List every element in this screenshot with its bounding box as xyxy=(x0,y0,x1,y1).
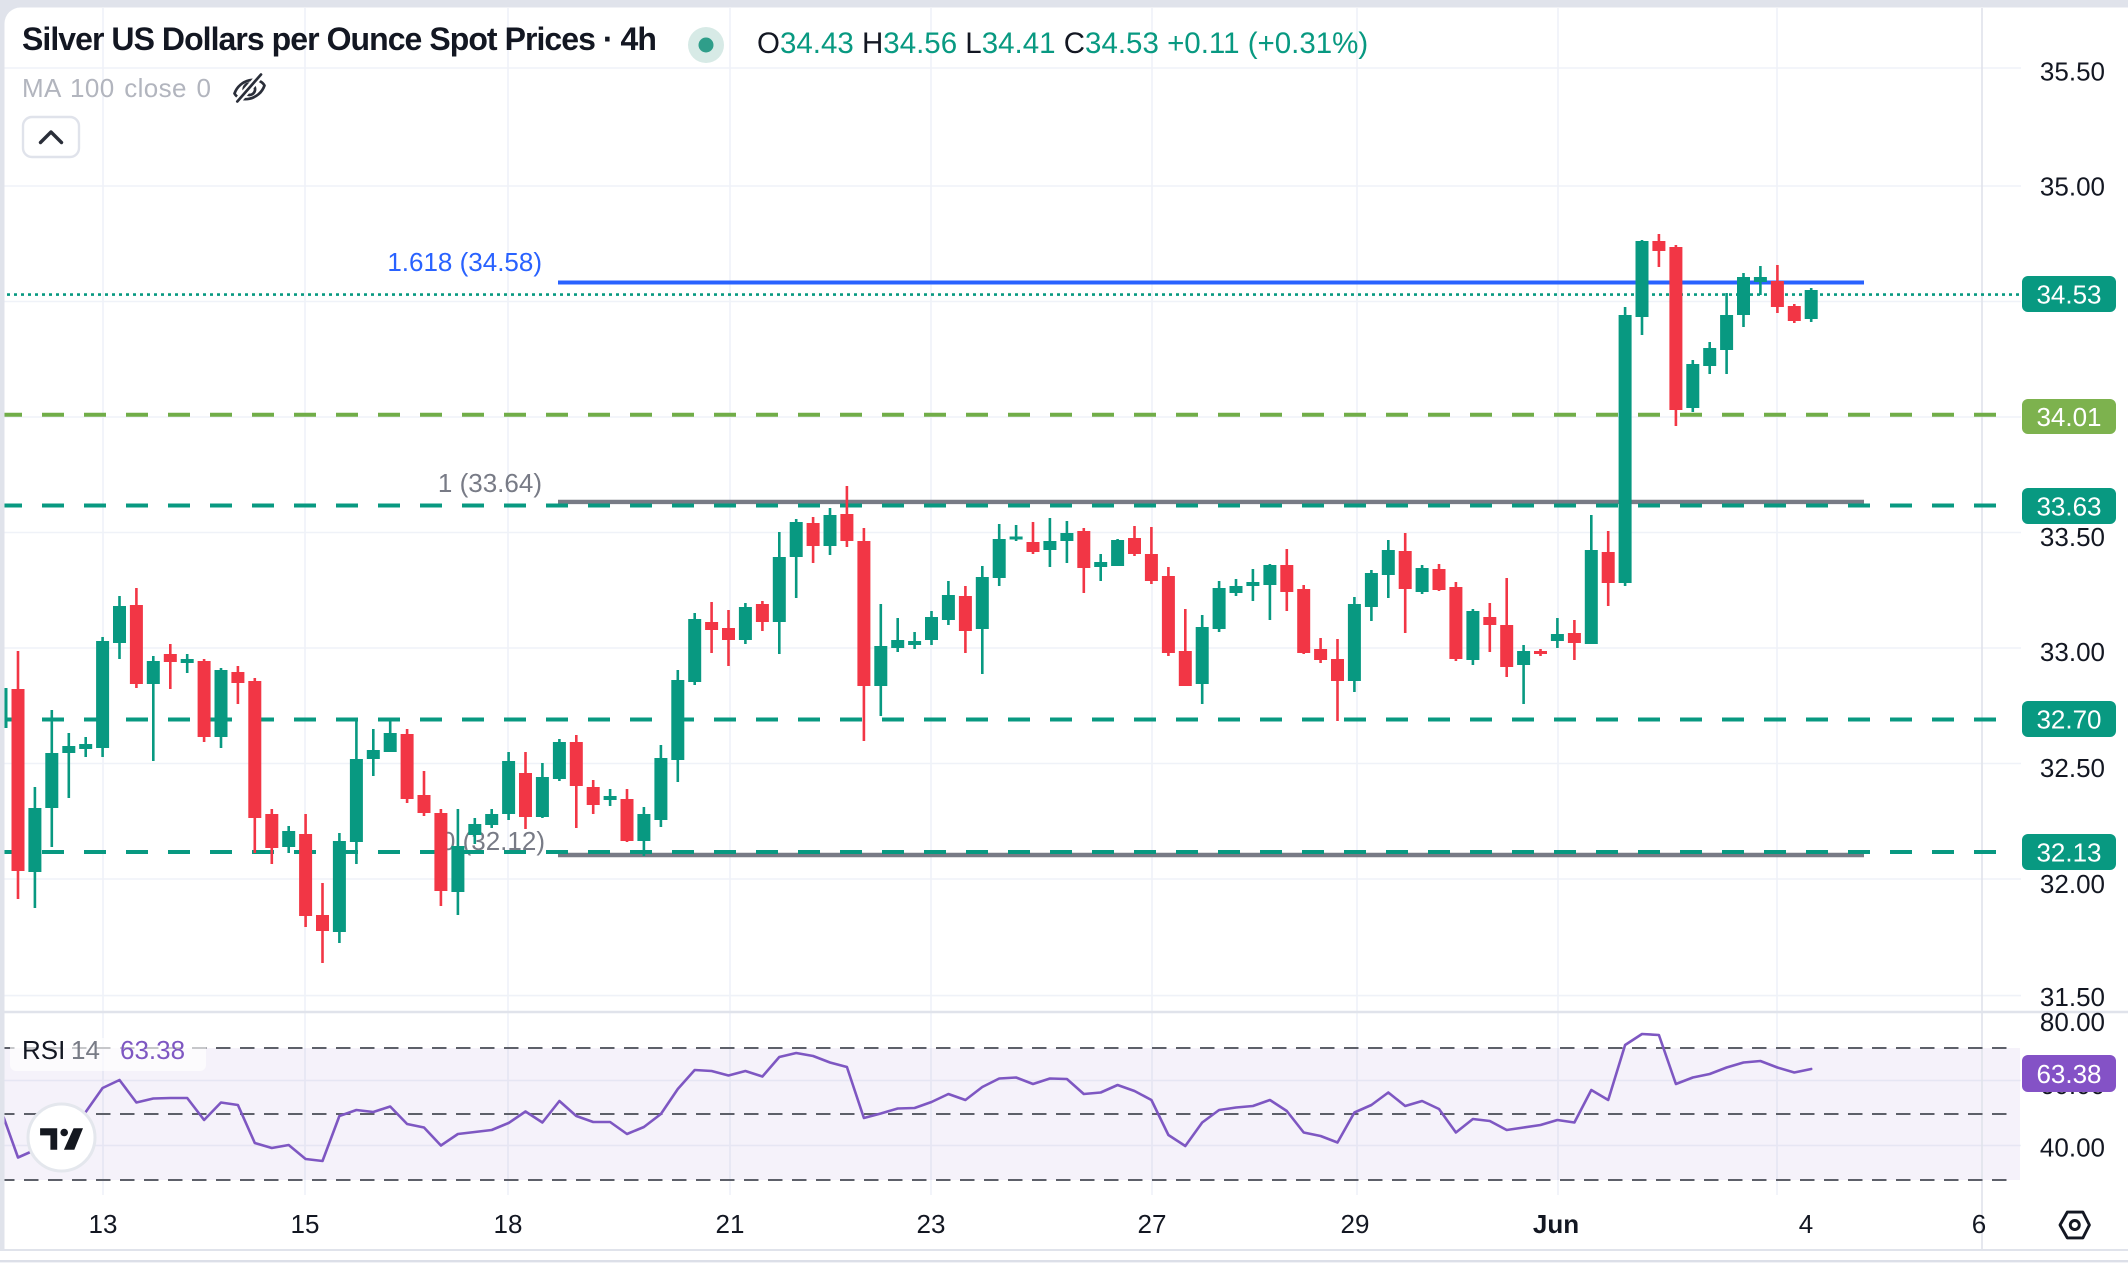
svg-text:33.00: 33.00 xyxy=(2040,637,2105,667)
svg-text:4: 4 xyxy=(1799,1209,1813,1239)
svg-text:35.00: 35.00 xyxy=(2040,172,2105,202)
svg-text:32.50: 32.50 xyxy=(2040,753,2105,783)
svg-text:32.00: 32.00 xyxy=(2040,869,2105,899)
svg-text:1 (33.64): 1 (33.64) xyxy=(438,468,542,498)
svg-text:MA 100 close 0: MA 100 close 0 xyxy=(22,73,211,103)
svg-text:Silver US Dollars per Ounce Sp: Silver US Dollars per Ounce Spot Prices … xyxy=(22,21,656,57)
svg-text:18: 18 xyxy=(494,1209,523,1239)
svg-text:34.01: 34.01 xyxy=(2036,402,2101,432)
svg-text:35.50: 35.50 xyxy=(2040,57,2105,87)
svg-text:15: 15 xyxy=(291,1209,320,1239)
svg-text:27: 27 xyxy=(1138,1209,1167,1239)
svg-text:13: 13 xyxy=(89,1209,118,1239)
svg-text:1.618 (34.58): 1.618 (34.58) xyxy=(387,247,542,277)
svg-text:6: 6 xyxy=(1972,1209,1986,1239)
svg-text:32.70: 32.70 xyxy=(2036,705,2101,735)
svg-text:40.00: 40.00 xyxy=(2040,1133,2105,1163)
svg-text:O34.43 H34.56 L34.41 C34.53 +0: O34.43 H34.56 L34.41 C34.53 +0.11 (+0.31… xyxy=(757,27,1368,60)
svg-text:33.63: 33.63 xyxy=(2036,492,2101,522)
svg-text:34.53: 34.53 xyxy=(2036,280,2101,310)
svg-text:Jun: Jun xyxy=(1533,1209,1579,1239)
svg-text:32.13: 32.13 xyxy=(2036,838,2101,868)
svg-text:80.00: 80.00 xyxy=(2040,1007,2105,1037)
svg-text:23: 23 xyxy=(917,1209,946,1239)
svg-text:33.50: 33.50 xyxy=(2040,522,2105,552)
svg-text:21: 21 xyxy=(716,1209,745,1239)
svg-text:63.38: 63.38 xyxy=(2036,1059,2101,1089)
svg-text:31.50: 31.50 xyxy=(2040,982,2105,1012)
svg-text:29: 29 xyxy=(1341,1209,1370,1239)
